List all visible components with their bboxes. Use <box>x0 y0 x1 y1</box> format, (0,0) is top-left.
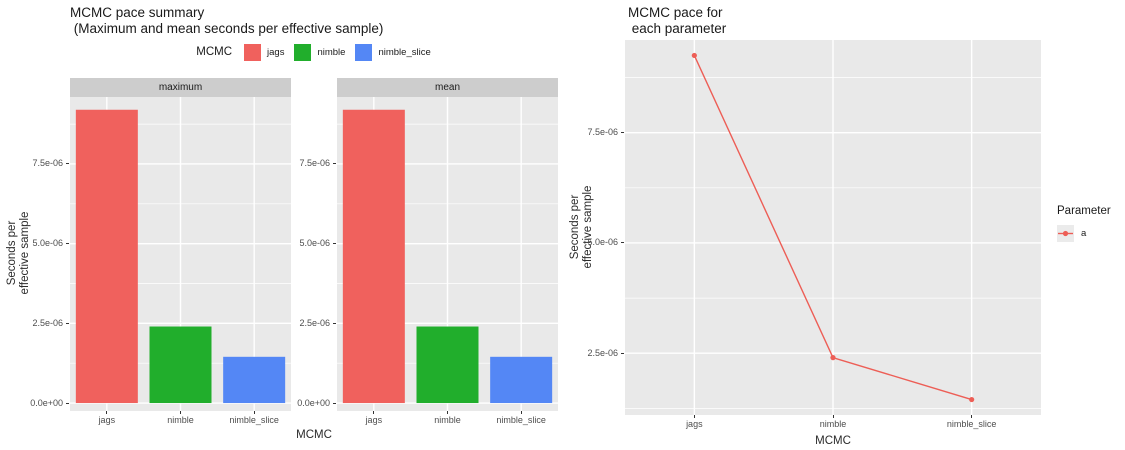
bar-nimble_slice <box>490 356 553 404</box>
legend-label-a: a <box>1081 228 1087 239</box>
nimble-slice-color-swatch <box>355 43 373 61</box>
facet-strip-maximum: maximum <box>70 78 291 97</box>
left-y-axis-title: Seconds per effective sample <box>6 168 32 338</box>
right-chart-title-line1: MCMC pace for <box>628 5 723 20</box>
y-tick-mark <box>66 163 69 165</box>
x-tick-mark <box>520 411 522 414</box>
y-tick-label: 7.5e-06 <box>299 158 330 169</box>
y-tick-label: 5.0e-06 <box>32 238 63 249</box>
y-tick-mark <box>621 132 624 134</box>
x-tick-mark <box>693 415 695 418</box>
y-tick-mark <box>333 163 336 165</box>
legend-item-a: a <box>1057 225 1111 242</box>
bar-jags <box>75 109 138 404</box>
y-tick-label: 7.5e-06 <box>587 127 618 138</box>
parameter-a-key-glyph <box>1057 225 1074 242</box>
x-tick-mark <box>180 411 181 414</box>
key-point <box>1062 230 1069 237</box>
x-tick-mark <box>373 411 375 414</box>
legend-label-jags: jags <box>267 46 285 58</box>
x-tick-label: nimble_slice <box>946 419 997 429</box>
facet-panel-mean <box>337 97 558 411</box>
x-tick-label: jags <box>365 415 383 425</box>
right-chart-title-line2: each parameter <box>628 21 727 36</box>
right-y-axis-title-line1: Seconds per <box>569 194 581 260</box>
point-nimble <box>830 355 836 361</box>
right-y-axis-title: Seconds per effective sample <box>569 142 595 312</box>
y-tick-mark <box>333 322 336 324</box>
x-tick-label: nimble_slice <box>229 415 279 425</box>
right-x-axis-title: MCMC <box>815 435 851 447</box>
y-tick-mark <box>66 402 69 404</box>
y-tick-mark <box>621 352 624 354</box>
y-tick-mark <box>333 402 336 404</box>
facet-strip-maximum-label: maximum <box>158 82 203 93</box>
jags-color-swatch <box>244 43 262 61</box>
bar-nimble_slice <box>223 356 286 404</box>
y-tick-mark <box>333 243 336 245</box>
y-tick-label: 2.5e-06 <box>587 347 618 358</box>
x-tick-mark <box>832 415 834 418</box>
x-tick-label: nimble_slice <box>496 415 546 425</box>
y-tick-mark <box>66 322 69 324</box>
x-tick-label: jags <box>686 419 703 429</box>
left-chart-legend: MCMC jags nimble nimble_slice <box>70 43 557 61</box>
facet-panel-maximum <box>70 97 291 411</box>
legend-item-nimble-slice: nimble_slice <box>355 43 431 61</box>
x-tick-label: jags <box>98 415 116 425</box>
left-chart-title: MCMC pace summary (Maximum and mean seco… <box>70 5 383 37</box>
x-tick-label: nimble <box>167 415 194 425</box>
legend-label-nimble-slice: nimble_slice <box>378 46 431 58</box>
legend-label-nimble: nimble <box>317 46 346 58</box>
bar-jags <box>342 109 405 404</box>
x-tick-label: nimble <box>434 415 461 425</box>
left-chart-title-line1: MCMC pace summary <box>70 5 205 20</box>
x-tick-mark <box>971 415 973 418</box>
point-nimble_slice <box>969 396 975 403</box>
right-legend-title: Parameter <box>1057 205 1111 217</box>
right-y-axis-title-line2: effective sample <box>582 185 594 269</box>
right-chart-legend: Parameter a <box>1057 205 1111 242</box>
y-tick-label: 2.5e-06 <box>299 317 330 328</box>
left-y-axis-title-line1: Seconds per <box>6 220 18 286</box>
y-tick-label: 0.0e+00 <box>297 397 330 408</box>
y-tick-label: 5.0e-06 <box>587 237 618 248</box>
facet-strip-mean-label: mean <box>434 82 460 93</box>
facet-strip-mean: mean <box>337 78 558 97</box>
legend-item-jags: jags <box>244 43 285 61</box>
y-tick-label: 0.0e+00 <box>30 397 63 408</box>
y-tick-label: 5.0e-06 <box>299 238 330 249</box>
left-chart-title-line2: (Maximum and mean seconds per effective … <box>70 21 384 36</box>
right-chart-title: MCMC pace for each parameter <box>628 5 726 37</box>
y-tick-label: 7.5e-06 <box>32 158 63 169</box>
x-tick-mark <box>106 411 108 414</box>
x-tick-mark <box>447 411 448 414</box>
point-jags <box>691 52 697 59</box>
bar-nimble <box>416 326 479 404</box>
bar-nimble <box>149 326 212 404</box>
y-tick-mark <box>66 243 69 245</box>
nimble-color-swatch <box>294 43 312 61</box>
y-tick-label: 2.5e-06 <box>32 317 63 328</box>
left-x-axis-title: MCMC <box>296 429 332 441</box>
left-y-axis-title-line2: effective sample <box>19 211 31 295</box>
legend-item-nimble: nimble <box>294 43 346 61</box>
x-tick-label: nimble <box>819 419 847 429</box>
y-tick-mark <box>621 242 624 244</box>
left-legend-title: MCMC <box>196 46 233 58</box>
x-tick-mark <box>253 411 255 414</box>
line-chart-panel <box>625 40 1041 415</box>
